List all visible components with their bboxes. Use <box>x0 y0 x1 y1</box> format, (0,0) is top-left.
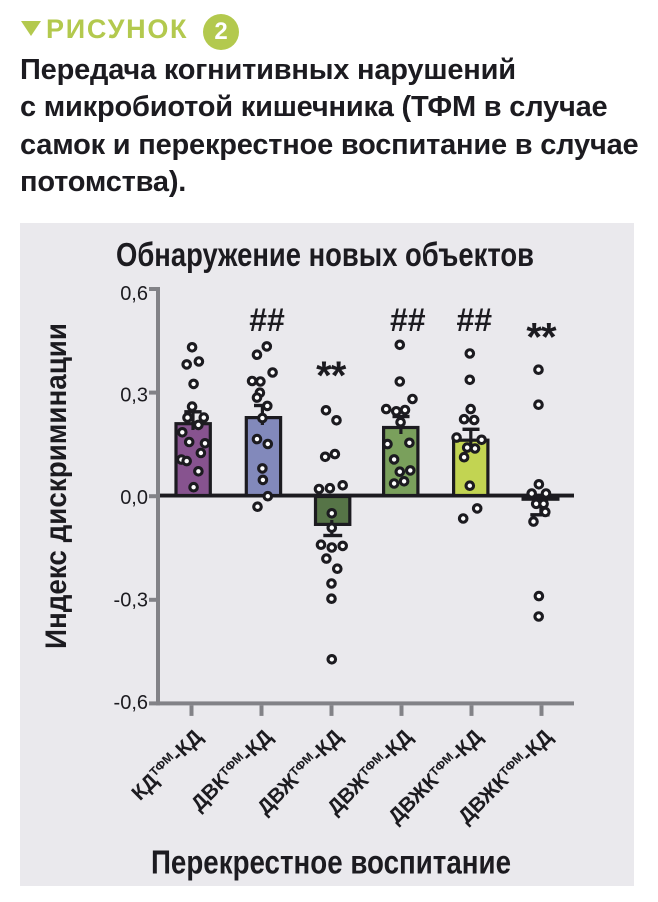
svg-text:Индекс дискриминации: Индекс дискриминации <box>40 323 73 649</box>
svg-text:**: ** <box>316 354 347 398</box>
svg-text:Перекрестное воспитание: Перекрестное воспитание <box>151 844 511 881</box>
svg-text:0,0: 0,0 <box>120 487 148 509</box>
svg-text:-0,6: -0,6 <box>114 692 148 714</box>
svg-text:-0,3: -0,3 <box>114 590 148 612</box>
svg-text:##: ## <box>249 302 285 338</box>
svg-text:##: ## <box>390 302 426 338</box>
svg-text:0,3: 0,3 <box>120 385 148 407</box>
svg-text:**: ** <box>526 315 557 359</box>
svg-text:##: ## <box>457 302 493 338</box>
svg-text:Обнаружение новых объектов: Обнаружение новых объектов <box>116 236 534 273</box>
svg-text:0,6: 0,6 <box>120 283 148 305</box>
